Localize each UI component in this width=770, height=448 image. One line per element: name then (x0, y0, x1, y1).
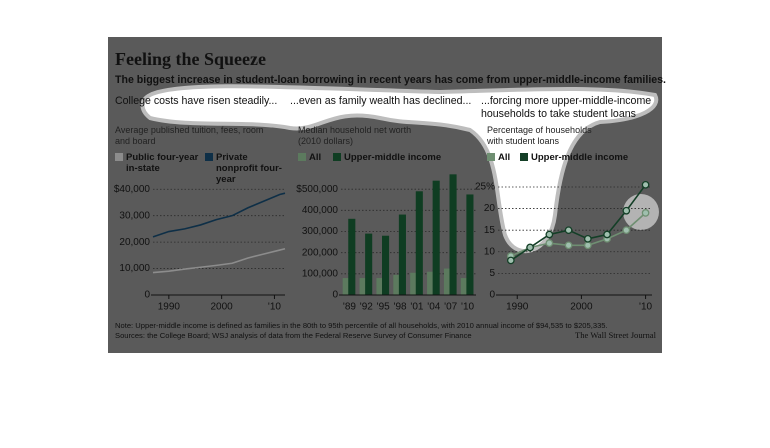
legend-entry: Private nonprofit four-year (205, 152, 290, 185)
legend-entry: All (487, 152, 510, 163)
data-line (152, 192, 286, 238)
legend-label: Upper-middle income (344, 152, 442, 163)
axis-label: Percentage of households with student lo… (487, 125, 592, 146)
y-tick-label: 200,000 (302, 247, 339, 258)
bar (415, 191, 423, 295)
x-tick-label: 1990 (506, 302, 529, 313)
data-point (545, 239, 554, 247)
subtitle: The biggest increase in student-loan bor… (115, 74, 666, 86)
legend-swatch (520, 153, 528, 161)
y-tick-label: 300,000 (302, 226, 339, 237)
x-tick-label: 2000 (570, 302, 593, 313)
x-tick-label: '95 (377, 302, 390, 313)
x-tick-label: 1990 (158, 302, 181, 313)
data-point (641, 180, 650, 189)
data-point (564, 226, 573, 235)
legend-swatch (115, 153, 123, 161)
data-line (510, 184, 647, 262)
bar (382, 235, 390, 295)
data-point (603, 230, 611, 239)
data-point (583, 241, 592, 250)
bar (466, 194, 474, 295)
data-point (564, 241, 573, 250)
data-point (545, 230, 554, 239)
x-tick-label: '89 (343, 302, 356, 313)
bar (460, 278, 468, 295)
x-tick-label: '98 (394, 302, 407, 313)
axis-label: Average published tuition, fees, room an… (115, 125, 264, 146)
bar (365, 233, 373, 295)
bar (443, 268, 452, 295)
x-tick-label: '10 (268, 302, 281, 313)
y-tick-label: 0 (332, 290, 338, 301)
panel-heading: ...even as family wealth has declined... (290, 95, 472, 107)
legend-swatch (487, 153, 495, 161)
data-point (583, 234, 592, 243)
y-tick-label: 25% (475, 182, 495, 193)
legend-entry: All (298, 152, 321, 163)
data-point (622, 226, 631, 235)
x-tick-label: '01 (410, 302, 423, 313)
panel-heading: ...forcing more upper-middle-income hous… (481, 95, 652, 120)
bar (449, 174, 457, 295)
bar (348, 218, 356, 295)
panel-heading: College costs have risen steadily... (115, 95, 278, 107)
data-point (622, 206, 631, 215)
axis-label: Median household net worth (2010 dollars… (298, 125, 412, 146)
y-tick-label: 0 (144, 290, 150, 301)
legend-swatch (298, 153, 306, 161)
x-tick-label: '92 (360, 302, 373, 313)
y-tick-label: $40,000 (114, 184, 151, 195)
x-tick-label: '10 (461, 302, 474, 313)
data-line (152, 247, 286, 274)
legend-entry: Upper-middle income (520, 152, 628, 163)
bar (432, 180, 440, 295)
source: Sources: the College Board; WSJ analysis… (115, 331, 472, 340)
legend-entry: Public four-year in-state (115, 152, 203, 174)
y-tick-label: 30,000 (119, 210, 150, 221)
bar (410, 272, 418, 295)
bar (427, 271, 435, 295)
legend-swatch (333, 153, 341, 161)
bar (393, 274, 401, 295)
data-point (641, 209, 650, 217)
bar (359, 278, 367, 295)
y-tick-label: 5 (489, 268, 495, 279)
y-tick-label: 0 (489, 290, 495, 301)
legend-label: Private nonprofit four-year (216, 152, 282, 185)
y-tick-label: 10,000 (119, 263, 150, 274)
legend-label: All (498, 152, 511, 163)
x-tick-label: '10 (639, 302, 652, 313)
x-tick-label: 2000 (211, 302, 234, 313)
legend-label: All (309, 152, 322, 163)
y-tick-label: 400,000 (302, 205, 339, 216)
data-point (506, 256, 515, 265)
credit: The Wall Street Journal (574, 330, 656, 340)
data-point (526, 243, 534, 252)
y-tick-label: 100,000 (302, 268, 339, 279)
y-tick-label: $500,000 (296, 184, 338, 195)
bar (398, 214, 406, 295)
y-tick-label: 10 (484, 246, 496, 257)
legend-label: Public four-year in-state (126, 152, 199, 174)
y-tick-label: 20,000 (119, 237, 150, 248)
legend-entry: Upper-middle income (333, 152, 441, 163)
legend-label: Upper-middle income (531, 152, 629, 163)
note: Note: Upper-middle income is defined as … (115, 321, 608, 330)
y-tick-label: 15 (484, 225, 496, 236)
legend-swatch (205, 153, 213, 161)
bar (342, 278, 350, 295)
title: Feeling the Squeeze (115, 49, 266, 69)
bar (376, 278, 384, 295)
x-tick-label: '04 (427, 302, 440, 313)
y-tick-label: 20 (484, 203, 496, 214)
x-tick-label: '07 (444, 302, 457, 313)
